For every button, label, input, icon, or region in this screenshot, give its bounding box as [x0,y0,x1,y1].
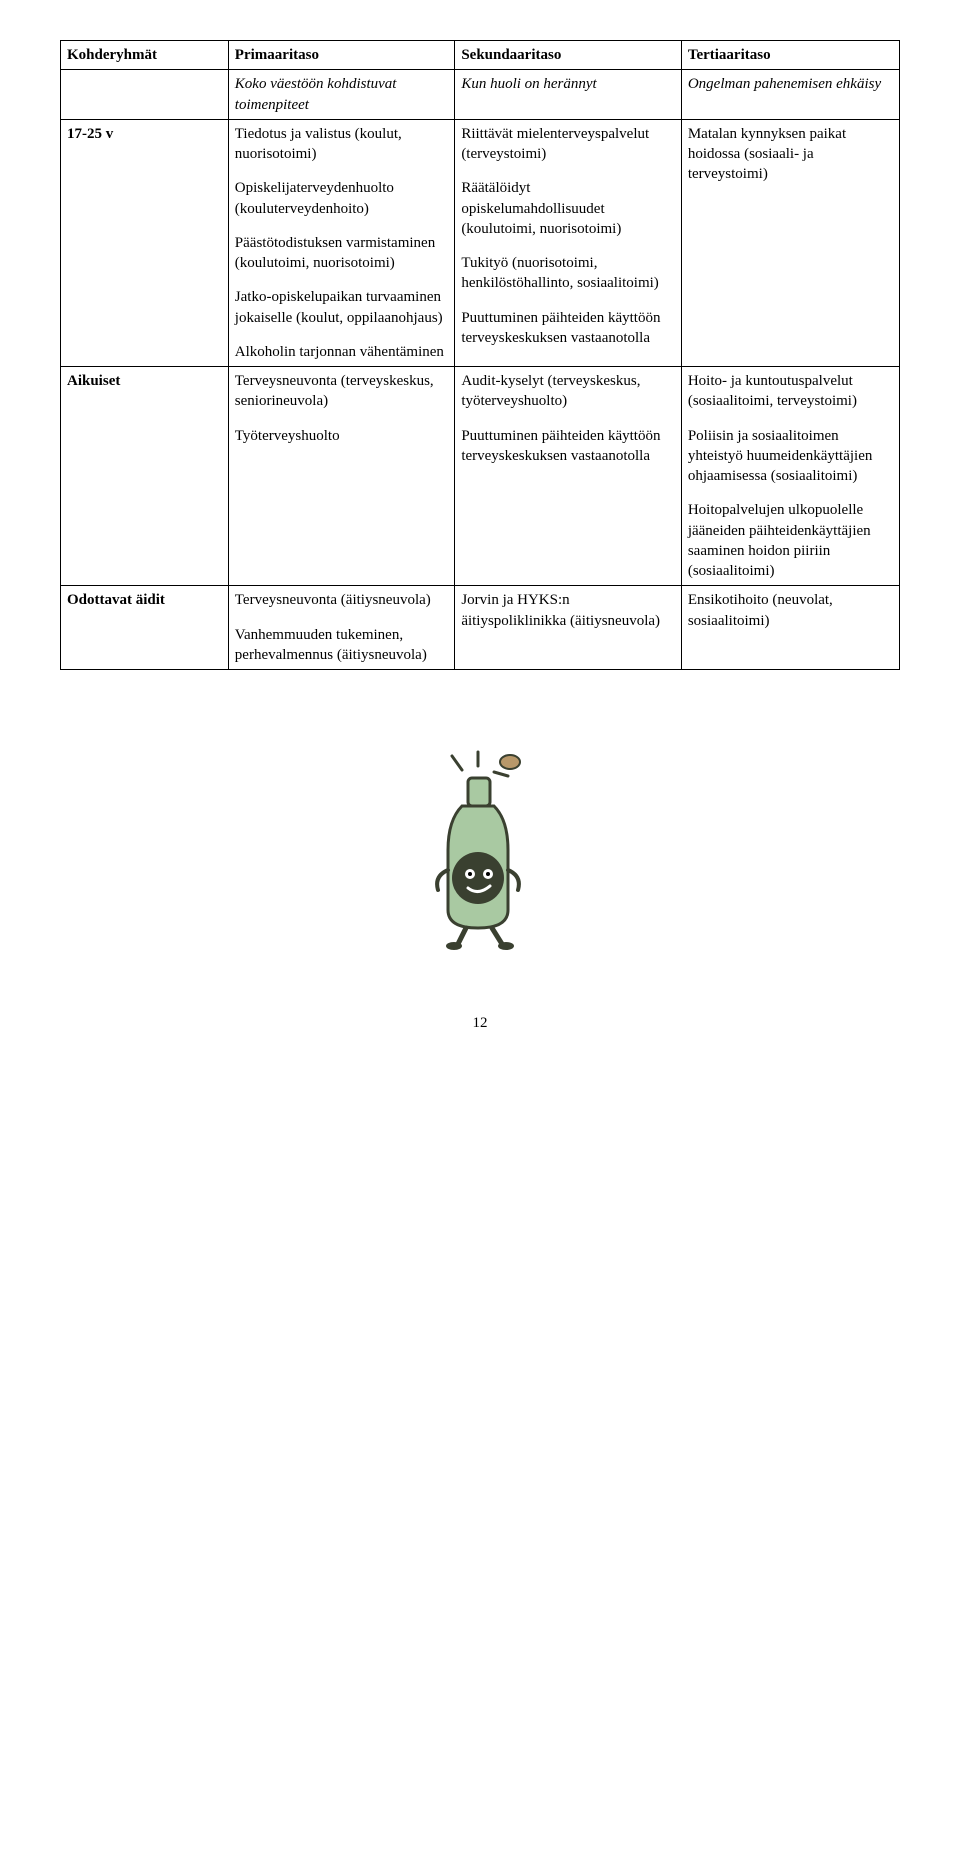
table-row-17-25: 17-25 v Tiedotus ja valistus (koulut, nu… [61,119,900,366]
para: Terveysneuvonta (äitiysneuvola) [235,590,449,610]
subheader-empty [61,70,229,120]
para: Opiskelijaterveydenhuolto (kouluterveyde… [235,178,449,219]
target-groups-table: Kohderyhmät Primaaritaso Sekundaaritaso … [60,40,900,670]
para: Hoito- ja kuntoutuspalvelut (sosiaalitoi… [688,371,893,412]
table-row-odottavat-aidit: Odottavat äidit Terveysneuvonta (äitiysn… [61,586,900,670]
bottle-icon [400,750,560,950]
cell-17-25-sekundaari: Riittävät mielenterveyspalvelut (terveys… [455,119,682,366]
para: Vanhemmuuden tukeminen, perhevalmennus (… [235,625,449,666]
table-subheader-row: Koko väestöön kohdistuvat toimenpiteet K… [61,70,900,120]
subheader-tertiaaritaso: Ongelman pahenemisen ehkäisy [681,70,899,120]
para: Puuttuminen päihteiden käyttöön terveysk… [461,426,675,467]
cell-aikuiset-sekundaari: Audit-kyselyt (terveyskeskus, työterveys… [455,367,682,586]
cell-aikuiset-tertiaari: Hoito- ja kuntoutuspalvelut (sosiaalitoi… [681,367,899,586]
cell-17-25-tertiaari: Matalan kynnyksen paikat hoidossa (sosia… [681,119,899,366]
para: Räätälöidyt opiskelumahdollisuudet (koul… [461,178,675,239]
para: Tukityö (nuorisotoimi, henkilöstöhallint… [461,253,675,294]
page-number: 12 [60,1015,900,1032]
para: Tiedotus ja valistus (koulut, nuorisotoi… [235,124,449,165]
row-label-17-25: 17-25 v [67,126,113,142]
cell-aikuiset-primaari: Terveysneuvonta (terveyskeskus, seniorin… [228,367,455,586]
para: Hoitopalvelujen ulkopuolelle jääneiden p… [688,500,893,581]
cell-odottavat-primaari: Terveysneuvonta (äitiysneuvola) Vanhemmu… [228,586,455,670]
para: Työterveyshuolto [235,426,449,446]
para: Poliisin ja sosiaalitoimen yhteistyö huu… [688,426,893,487]
para: Ensikotihoito (neuvolat, sosiaalitoimi) [688,590,893,631]
para: Audit-kyselyt (terveyskeskus, työterveys… [461,371,675,412]
header-kohderyhmat: Kohderyhmät [61,41,229,70]
para: Päästötodistuksen varmistaminen (kouluto… [235,233,449,274]
cell-odottavat-tertiaari: Ensikotihoito (neuvolat, sosiaalitoimi) [681,586,899,670]
subheader-primaaritaso: Koko väestöön kohdistuvat toimenpiteet [228,70,455,120]
header-sekundaaritaso: Sekundaaritaso [455,41,682,70]
para: Jatko-opiskelupaikan turvaaminen jokaise… [235,287,449,328]
bottle-illustration-wrap [60,750,900,955]
header-primaaritaso: Primaaritaso [228,41,455,70]
para: Puuttuminen päihteiden käyttöön terveysk… [461,308,675,349]
cell-17-25-primaari: Tiedotus ja valistus (koulut, nuorisotoi… [228,119,455,366]
para: Jorvin ja HYKS:n äitiyspoliklinikka (äit… [461,590,675,631]
row-label-odottavat-aidit: Odottavat äidit [67,592,165,608]
para: Matalan kynnyksen paikat hoidossa (sosia… [688,124,893,185]
para: Terveysneuvonta (terveyskeskus, seniorin… [235,371,449,412]
table-header-row: Kohderyhmät Primaaritaso Sekundaaritaso … [61,41,900,70]
para: Riittävät mielenterveyspalvelut (terveys… [461,124,675,165]
header-tertiaaritaso: Tertiaaritaso [681,41,899,70]
cell-odottavat-sekundaari: Jorvin ja HYKS:n äitiyspoliklinikka (äit… [455,586,682,670]
subheader-sekundaaritaso: Kun huoli on herännyt [455,70,682,120]
para: Alkoholin tarjonnan vähentäminen [235,342,449,362]
row-label-aikuiset: Aikuiset [67,373,120,389]
table-row-aikuiset: Aikuiset Terveysneuvonta (terveyskeskus,… [61,367,900,586]
